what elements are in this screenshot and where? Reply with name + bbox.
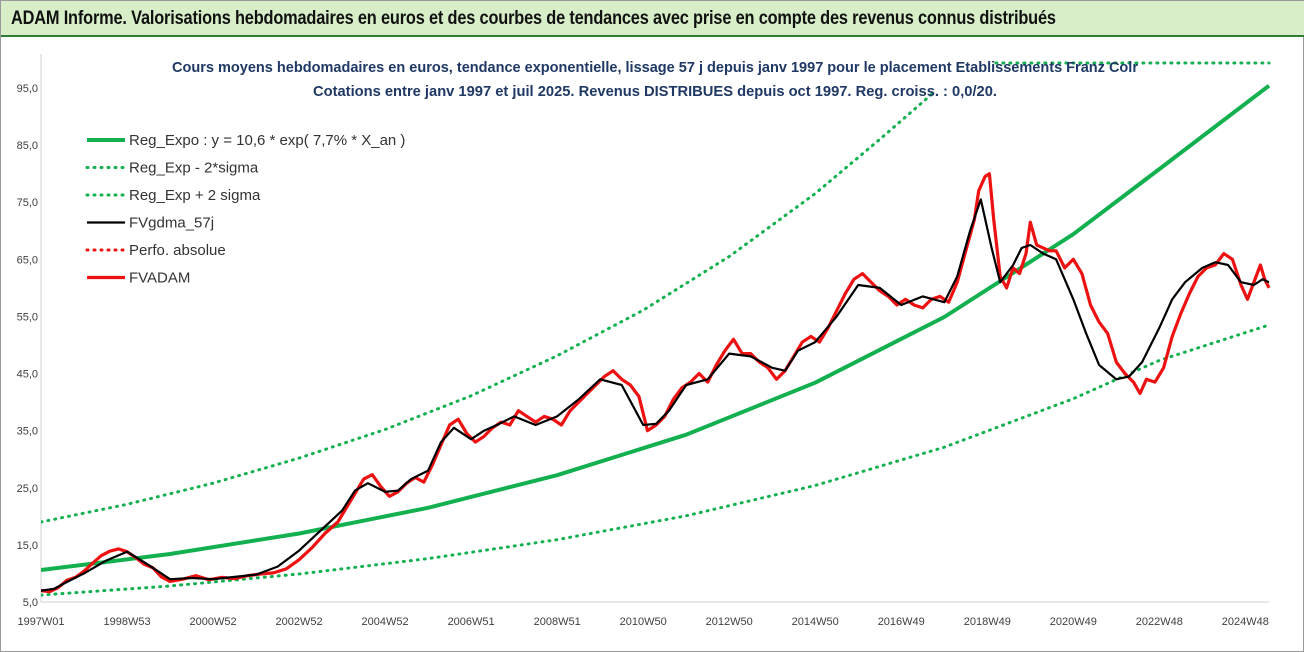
y-tick-label: 35,0: [17, 426, 38, 438]
chart-legend: Reg_Expo : y = 10,6 * exp( 7,7% * X_an )…: [85, 132, 405, 287]
series-reg-exp-2-sigma: [41, 89, 938, 524]
chart-area: 5,0 15,0 25,0 35,0 45,0 55,0 65,0 75,0 85,0 95,0 1…: [5, 39, 1299, 649]
series-fvgdma-57j: [41, 198, 1270, 592]
page-title: ADAM Informe. Valorisations hebdomadaire…: [11, 8, 1056, 29]
chart-title-line-2: Cotations entre janv 1997 et juil 2025. …: [313, 83, 997, 100]
line-chart: 5,0 15,0 25,0 35,0 45,0 55,0 65,0 75,0 85,0 95,0 1…: [17, 54, 1271, 628]
y-tick-label: 5,0: [23, 597, 38, 609]
y-tick-label: 65,0: [17, 254, 38, 266]
tick-labels: 5,0 15,0 25,0 35,0 45,0 55,0 65,0 75,0 85,0 95,0 1…: [17, 83, 1269, 628]
y-tick-label: 55,0: [17, 311, 38, 323]
series-fvadam: [41, 172, 1271, 594]
y-tick-label: 25,0: [17, 483, 38, 495]
legend-label-reg-expo-y-10-6-exp-7-7-x-an: Reg_Expo : y = 10,6 * exp( 7,7% * X_an ): [129, 132, 405, 149]
axes-layer: [40, 54, 1269, 603]
chart-titles: Cours moyens hebdomadaires en euros, ten…: [172, 59, 1138, 100]
x-tick-label: 2010W50: [620, 616, 667, 628]
x-tick-label: 2018W49: [964, 616, 1011, 628]
x-tick-label: 1998W53: [103, 616, 150, 628]
series-reg-exp-2-sigma: [41, 323, 1271, 597]
legend-label-perfo-absolue: Perfo. absolue: [129, 242, 226, 259]
y-tick-label: 45,0: [17, 369, 38, 381]
chart-title-line-1: Cours moyens hebdomadaires en euros, ten…: [172, 59, 1138, 76]
x-tick-label: 2000W52: [190, 616, 237, 628]
legend-label-fvadam: FVADAM: [129, 270, 190, 287]
y-tick-label: 95,0: [17, 83, 38, 95]
x-tick-label: 2004W52: [362, 616, 409, 628]
x-tick-label: 2022W48: [1136, 616, 1183, 628]
y-tick-label: 85,0: [17, 140, 38, 152]
x-tick-label: 2020W49: [1050, 616, 1097, 628]
x-tick-label: 2012W50: [706, 616, 753, 628]
x-tick-label: 2006W51: [448, 616, 495, 628]
series-reg-expo-y-10-6-exp-7-7-x-an: [41, 84, 1271, 572]
y-tick-label: 15,0: [17, 540, 38, 552]
x-tick-label: 1997W01: [17, 616, 64, 628]
y-tick-label: 75,0: [17, 197, 38, 209]
x-tick-label: 2002W52: [276, 616, 323, 628]
series-layer: [41, 61, 1271, 597]
x-tick-label: 2024W48: [1222, 616, 1269, 628]
legend-label-fvgdma-57j: FVgdma_57j: [129, 215, 214, 232]
x-tick-label: 2008W51: [534, 616, 581, 628]
legend-label-reg-exp-2-sigma: Reg_Exp - 2*sigma: [129, 160, 259, 177]
legend-label-reg-exp-2-sigma: Reg_Exp + 2 sigma: [129, 187, 261, 204]
x-tick-label: 2014W50: [792, 616, 839, 628]
x-tick-label: 2016W49: [878, 616, 925, 628]
header-bar: ADAM Informe. Valorisations hebdomadaire…: [1, 1, 1304, 37]
